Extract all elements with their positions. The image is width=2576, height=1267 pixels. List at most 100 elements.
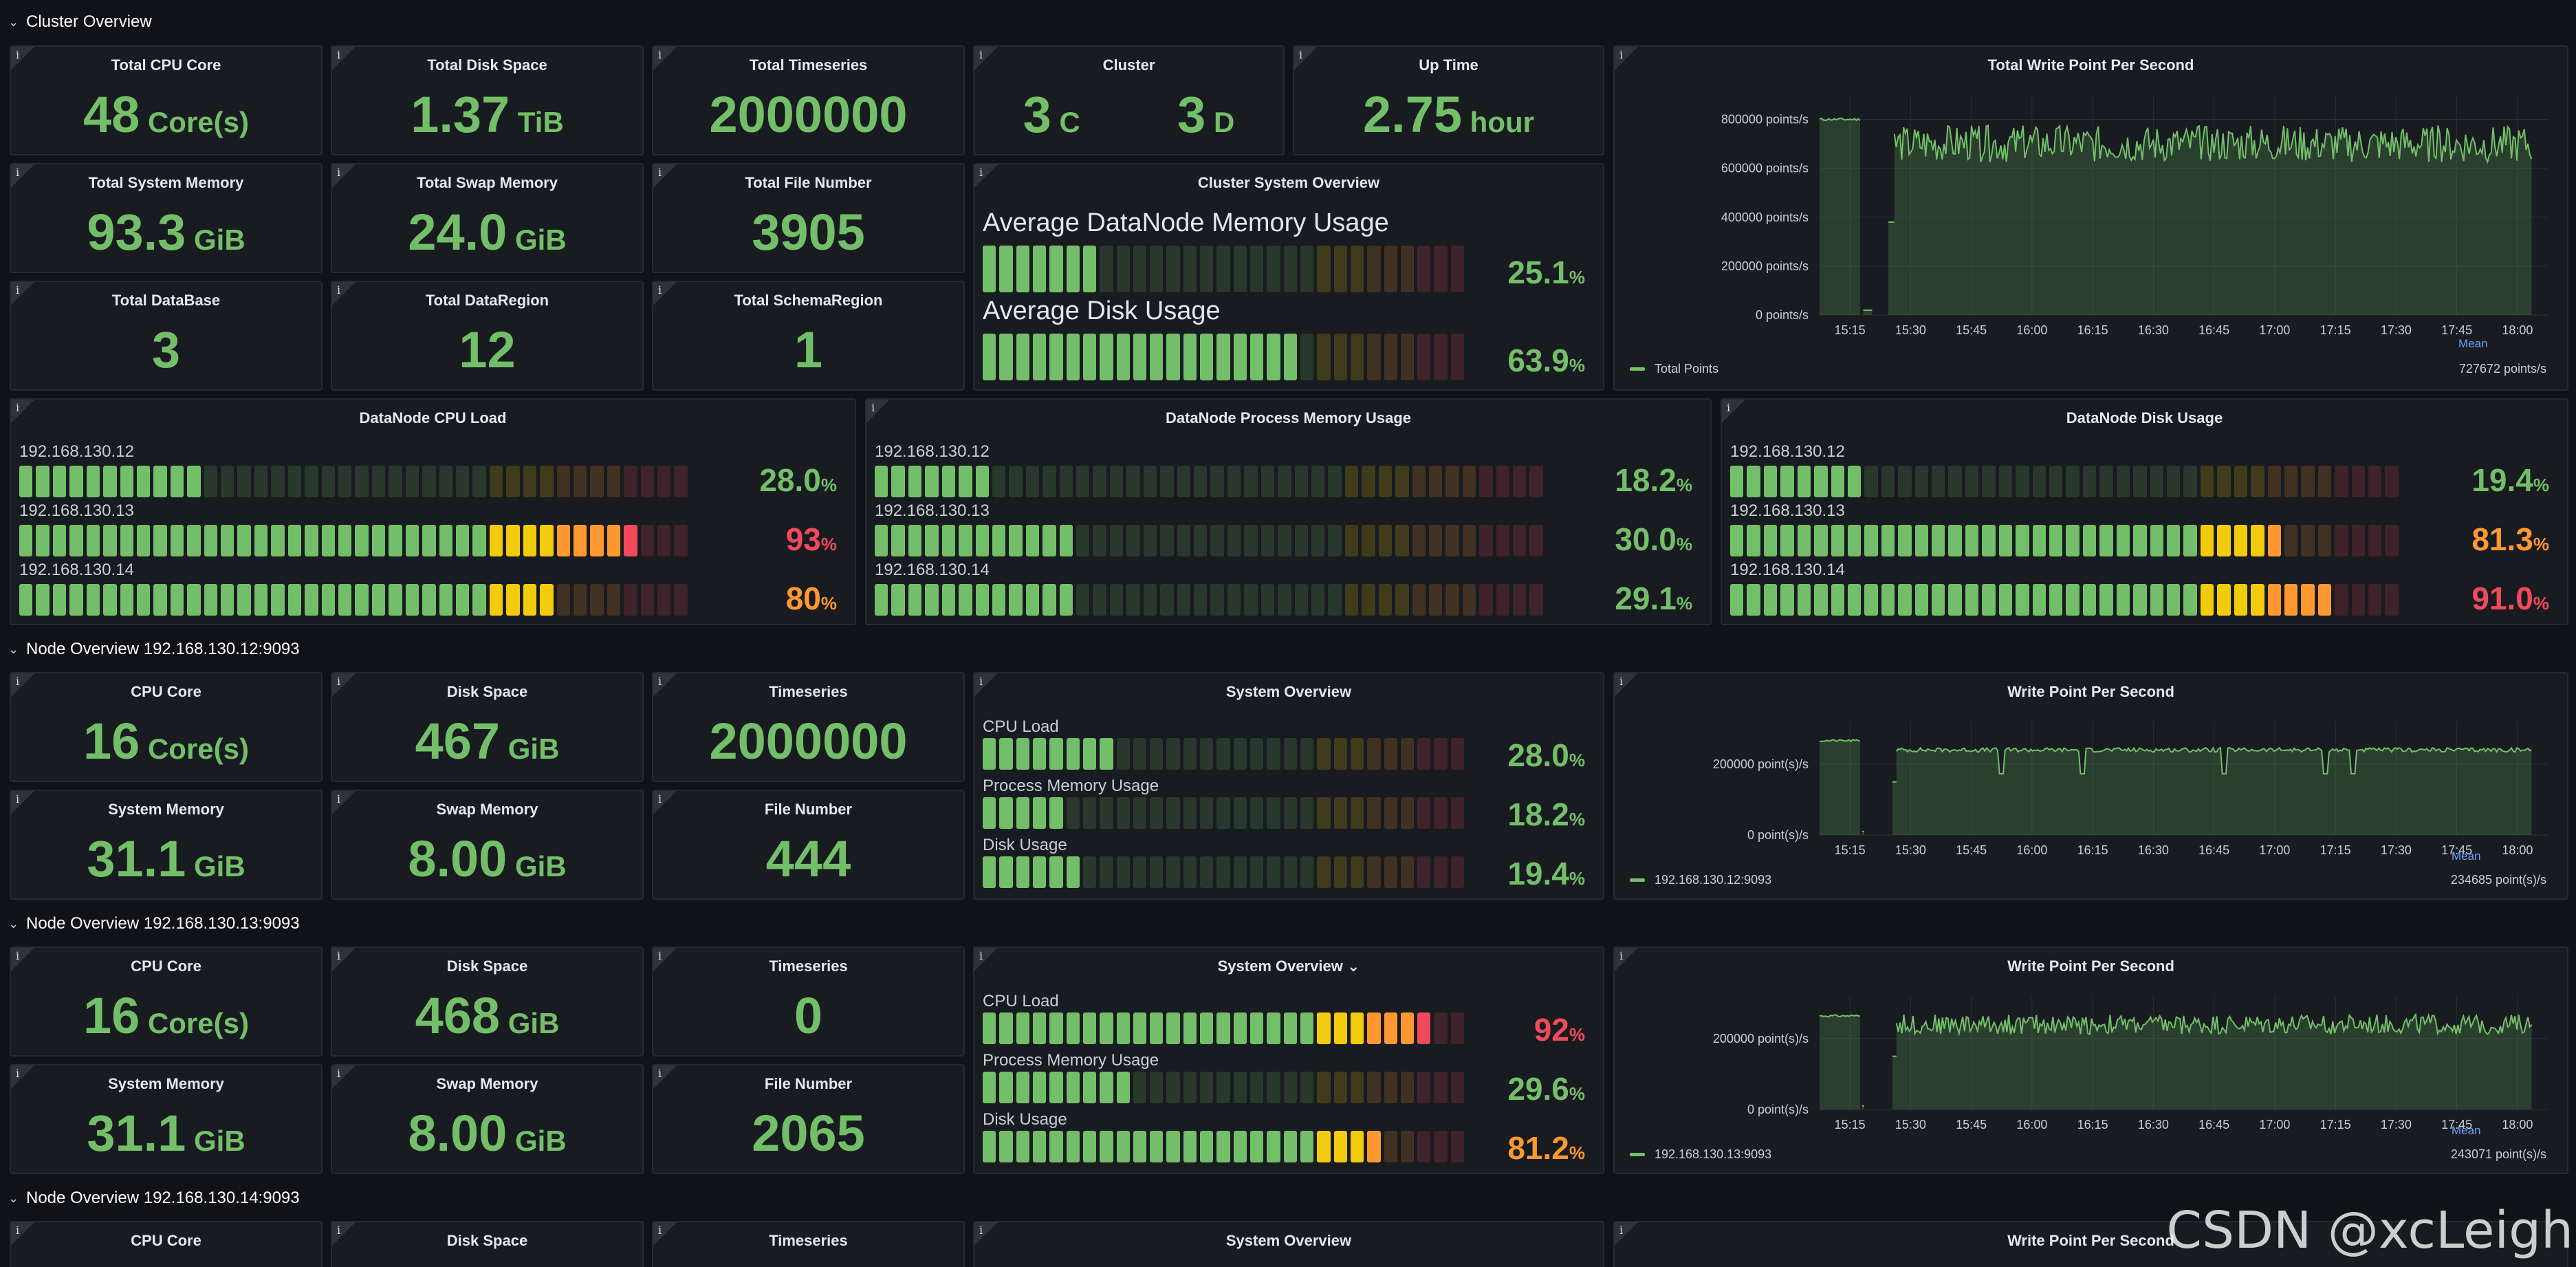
total-write-point-chart-panel[interactable]: 0 points/s 200000 points/s 400000 points/s… xyxy=(1613,45,2568,391)
info-icon[interactable]: i xyxy=(11,791,34,814)
gauge-segment xyxy=(1350,246,1364,292)
stat-panel-total-dataregion[interactable]: i Total DataRegion 12 xyxy=(331,281,644,391)
panel-title: Total CPU Core xyxy=(111,56,221,74)
node13-system-overview-panel[interactable]: i System Overview ⌄ CPU Load 92% Process … xyxy=(973,946,1604,1174)
stat-panel-total-system-memory[interactable]: i Total System Memory 93.3 GiB xyxy=(10,163,323,273)
gauge-segment xyxy=(1378,466,1393,497)
info-icon[interactable]: i xyxy=(332,282,356,305)
gauge-segment xyxy=(1333,738,1347,770)
gauge-segment xyxy=(1150,334,1164,380)
node12-disk-space-panel[interactable]: i Disk Space 467 GiB xyxy=(331,672,644,782)
stat-panel-total-timeseries[interactable]: i Total Timeseries 2000000 xyxy=(652,45,965,155)
gauge-segment xyxy=(2284,584,2298,616)
info-icon[interactable]: i xyxy=(332,791,356,814)
info-icon[interactable]: i xyxy=(1294,47,1318,70)
row-cluster-overview[interactable]: ⌄ Cluster Overview xyxy=(8,8,152,36)
node13-disk-space-panel[interactable]: i Disk Space 468 GiB xyxy=(331,946,644,1057)
info-icon[interactable]: i xyxy=(866,400,890,423)
node13-swap-memory-panel[interactable]: i Swap Memory 8.00 GiB xyxy=(331,1064,644,1174)
info-icon[interactable]: i xyxy=(653,47,677,70)
node12-cpu-core-panel[interactable]: i CPU Core 16 Core(s) xyxy=(10,672,323,782)
info-icon[interactable]: i xyxy=(332,1222,356,1246)
series-line xyxy=(1893,124,2533,164)
node14-disk-space-panel[interactable]: i Disk Space xyxy=(331,1221,644,1267)
gauge-segment xyxy=(1496,584,1510,616)
info-icon[interactable]: i xyxy=(653,1065,677,1089)
info-icon[interactable]: i xyxy=(332,164,356,188)
info-icon[interactable]: i xyxy=(332,948,356,971)
info-icon[interactable]: i xyxy=(11,400,34,423)
legend-item[interactable]: 192.168.130.12:9093 xyxy=(1630,873,1771,887)
info-icon[interactable]: i xyxy=(1722,400,1745,423)
row-node-overview-13[interactable]: ⌄ Node Overview 192.168.130.13:9093 xyxy=(8,910,300,938)
gauge-segment xyxy=(875,466,888,497)
info-icon[interactable]: i xyxy=(11,282,34,305)
info-icon[interactable]: i xyxy=(653,673,677,697)
stat-panel-total-disk-space[interactable]: i Total Disk Space 1.37 TiB xyxy=(331,45,644,155)
gauge-segment xyxy=(1227,525,1241,556)
stat-panel-total-swap-memory[interactable]: i Total Swap Memory 24.0 GiB xyxy=(331,163,644,273)
info-icon[interactable]: i xyxy=(974,47,998,70)
gauge-segment xyxy=(1016,1131,1029,1162)
gauge-segment xyxy=(86,584,100,616)
info-icon[interactable]: i xyxy=(1615,1222,1638,1246)
stat-panel-total-schemaregion[interactable]: i Total SchemaRegion 1 xyxy=(652,281,965,391)
info-icon[interactable]: i xyxy=(653,164,677,188)
node14-cpu-core-panel[interactable]: i CPU Core xyxy=(10,1221,323,1267)
info-icon[interactable]: i xyxy=(11,1065,34,1089)
row-node-overview-12[interactable]: ⌄ Node Overview 192.168.130.12:9093 xyxy=(8,636,300,663)
info-icon[interactable]: i xyxy=(11,47,34,70)
node14-write-point-chart-panel[interactable]: i Write Point Per Second xyxy=(1613,1221,2568,1267)
gauge-segment xyxy=(1400,334,1415,380)
node12-system-memory-panel[interactable]: i System Memory 31.1 GiB xyxy=(10,790,323,900)
panel-title[interactable]: System Overview ⌄ xyxy=(1217,957,1360,975)
datanode-process-memory-panel[interactable]: i DataNode Process Memory Usage 192.168.… xyxy=(865,398,1712,625)
datanode-cpu-load-panel[interactable]: i DataNode CPU Load 192.168.130.12 28.0% … xyxy=(10,398,856,625)
node13-timeseries-panel[interactable]: i Timeseries 0 xyxy=(652,946,965,1057)
info-icon[interactable]: i xyxy=(11,164,34,188)
gauge-segment xyxy=(1283,334,1297,380)
node12-swap-memory-panel[interactable]: i Swap Memory 8.00 GiB xyxy=(331,790,644,900)
info-icon[interactable]: i xyxy=(332,1065,356,1089)
stat-panel-uptime[interactable]: i Up Time 2.75 hour xyxy=(1293,45,1604,155)
info-icon[interactable]: i xyxy=(1615,948,1638,971)
node13-cpu-core-panel[interactable]: i CPU Core 16 Core(s) xyxy=(10,946,323,1057)
info-icon[interactable]: i xyxy=(653,1222,677,1246)
node14-system-overview-panel[interactable]: i System Overview xyxy=(973,1221,1604,1267)
node12-file-number-panel[interactable]: i File Number 444 xyxy=(652,790,965,900)
stat-panel-cluster[interactable]: i Cluster 3 C 3 D xyxy=(973,45,1285,155)
info-icon[interactable]: i xyxy=(11,948,34,971)
stat-panel-total-cpu-core[interactable]: i Total CPU Core 48 Core(s) xyxy=(10,45,323,155)
info-icon[interactable]: i xyxy=(653,791,677,814)
gauge-segment xyxy=(1166,334,1180,380)
node13-system-memory-panel[interactable]: i System Memory 31.1 GiB xyxy=(10,1064,323,1174)
datanode-disk-usage-panel[interactable]: i DataNode Disk Usage 192.168.130.12 19.4… xyxy=(1721,398,2568,625)
stat-panel-total-file-number[interactable]: i Total File Number 3905 xyxy=(652,163,965,273)
info-icon[interactable]: i xyxy=(11,673,34,697)
info-icon[interactable]: i xyxy=(653,948,677,971)
legend-item[interactable]: 192.168.130.13:9093 xyxy=(1630,1147,1771,1162)
node13-write-point-chart-panel[interactable]: 0 point(s)/s 200000 point(s)/s 15:15 15:30 1… xyxy=(1613,946,2568,1174)
info-icon[interactable]: i xyxy=(332,47,356,70)
node12-timeseries-panel[interactable]: i Timeseries 2000000 xyxy=(652,672,965,782)
node14-timeseries-panel[interactable]: i Timeseries xyxy=(652,1221,965,1267)
row-node-overview-14[interactable]: ⌄ Node Overview 192.168.130.14:9093 xyxy=(8,1184,300,1212)
info-icon[interactable]: i xyxy=(974,1222,998,1246)
info-icon[interactable]: i xyxy=(1615,47,1638,70)
info-icon[interactable]: i xyxy=(974,673,998,697)
gauge-segment xyxy=(1233,797,1247,829)
info-icon[interactable]: i xyxy=(974,164,998,188)
gauge-segment xyxy=(120,584,133,616)
legend-item[interactable]: Total Points xyxy=(1630,362,1718,376)
info-icon[interactable]: i xyxy=(1615,673,1638,697)
info-icon[interactable]: i xyxy=(11,1222,34,1246)
node12-write-point-chart-panel[interactable]: 0 point(s)/s 200000 point(s)/s 15:15 15:30 1… xyxy=(1613,672,2568,900)
gauge-segment xyxy=(1166,856,1180,888)
info-icon[interactable]: i xyxy=(974,948,998,971)
info-icon[interactable]: i xyxy=(653,282,677,305)
node12-system-overview-panel[interactable]: i System Overview CPU Load 28.0% Process … xyxy=(973,672,1604,900)
cluster-system-overview-panel[interactable]: i Cluster System Overview Average DataNo… xyxy=(973,163,1604,391)
info-icon[interactable]: i xyxy=(332,673,356,697)
stat-panel-total-database[interactable]: i Total DataBase 3 xyxy=(10,281,323,391)
node13-file-number-panel[interactable]: i File Number 2065 xyxy=(652,1064,965,1174)
